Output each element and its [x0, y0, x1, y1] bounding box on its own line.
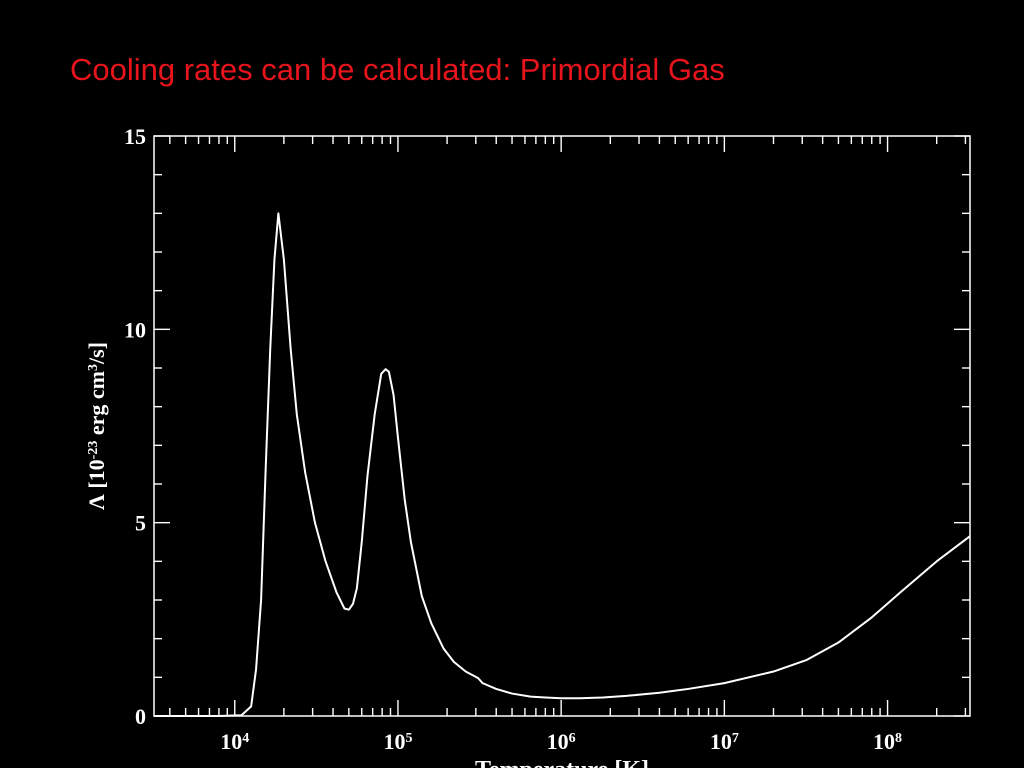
x-tick-label: 107	[710, 729, 739, 754]
y-tick-label: 15	[124, 124, 146, 149]
x-tick-label: 106	[547, 729, 576, 754]
x-axis-label: Temperature [K]	[475, 757, 649, 768]
plot-frame	[153, 135, 971, 717]
x-tick-label: 105	[383, 729, 412, 754]
slide-title: Cooling rates can be calculated: Primord…	[70, 52, 725, 87]
x-tick-label: 104	[220, 729, 249, 754]
x-tick-labels: 104 105 106 107 108	[220, 729, 902, 754]
y-tick-label: 10	[124, 317, 146, 342]
cooling-curve-line	[154, 212, 971, 717]
y-axis-label: Λ [10-23 erg cm3/s]	[84, 342, 109, 510]
axis-ticks	[154, 135, 970, 717]
y-tick-label: 5	[135, 511, 146, 536]
y-tick-label: 0	[135, 704, 146, 729]
y-tick-labels: 0 5 10 15	[124, 124, 146, 729]
x-tick-label: 108	[873, 729, 902, 754]
